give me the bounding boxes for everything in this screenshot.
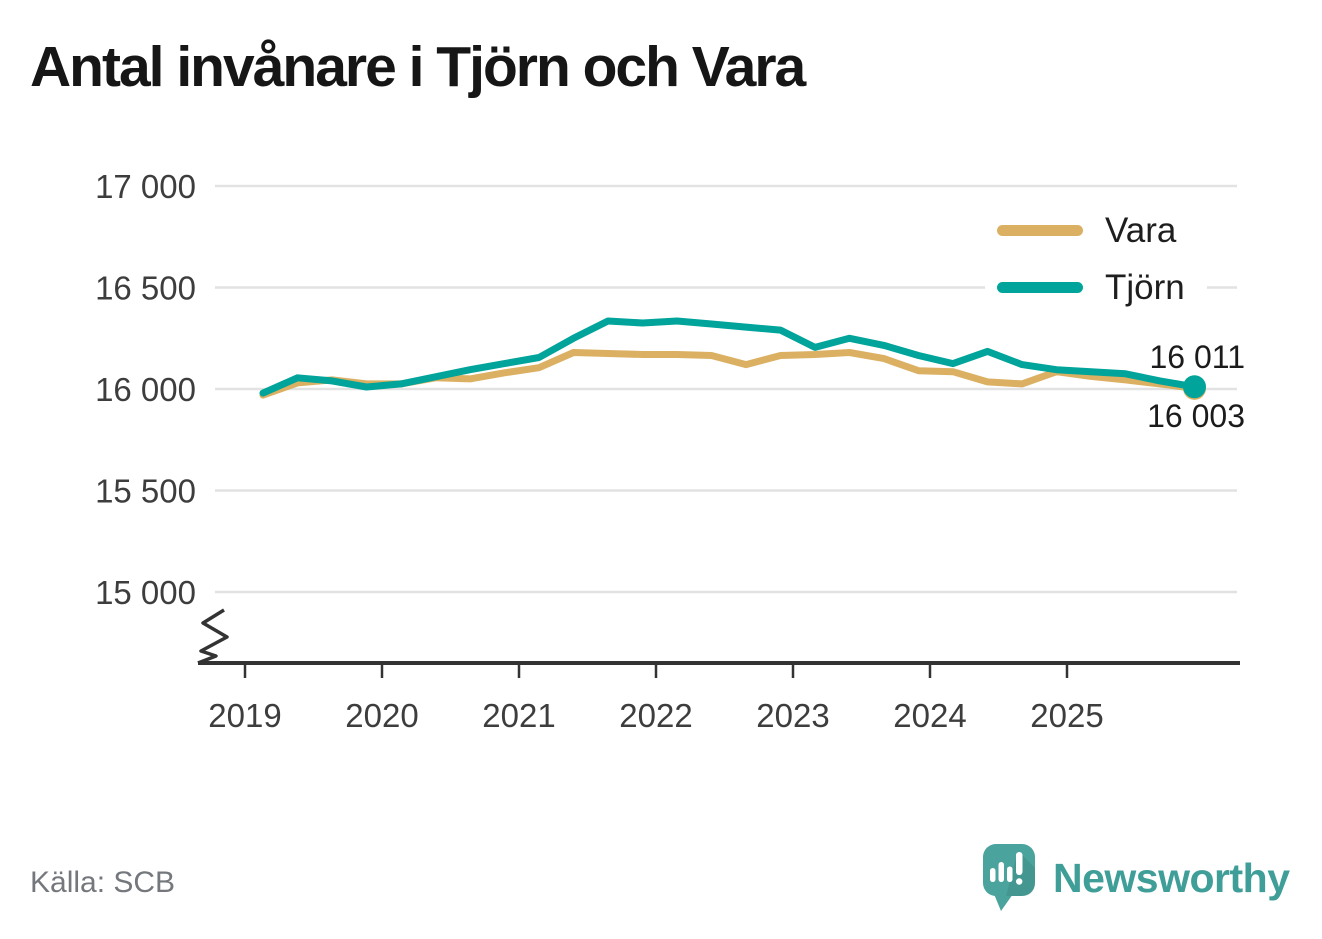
y-axis-tick-label: 15 000 [95, 574, 196, 611]
legend-item-vara: Vara [985, 207, 1207, 253]
chart-title: Antal invånare i Tjörn och Vara [30, 35, 806, 99]
legend-item-tjorn: Tjörn [985, 264, 1207, 310]
y-axis-tick-label: 16 000 [95, 371, 196, 408]
x-axis-tick-label: 2024 [893, 697, 966, 734]
legend-label-tjorn: Tjörn [1105, 267, 1185, 307]
series-line-tjrn [259, 317, 1198, 397]
y-axis-tick-label: 16 500 [95, 270, 196, 307]
x-axis-tick-label: 2022 [619, 697, 692, 734]
y-axis-tick-label: 17 000 [95, 168, 196, 205]
newsworthy-logo-text: Newsworthy [1053, 854, 1290, 901]
newsworthy-logo: Newsworthy [982, 843, 1290, 913]
end-dot-tjrn [1183, 375, 1206, 399]
y-axis-tick-label: 15 500 [95, 473, 196, 510]
legend-swatch-vara [997, 224, 1083, 236]
x-axis-tick-label: 2023 [756, 697, 829, 734]
source-text: Källa: SCB [30, 866, 176, 899]
end-value-label-vara: 16 003 [1147, 398, 1245, 434]
legend: Vara Tjörn [985, 207, 1207, 310]
y-axis-break-icon [197, 608, 229, 665]
x-axis-tick-label: 2021 [482, 697, 555, 734]
newsworthy-logo-icon [983, 844, 1035, 911]
x-axis-tick-label: 2020 [345, 697, 418, 734]
legend-swatch-tjorn [997, 281, 1083, 293]
x-axis-tick-label: 2019 [208, 697, 281, 734]
x-axis-tick-label: 2025 [1030, 697, 1103, 734]
end-value-label-tjorn: 16 011 [1149, 339, 1246, 375]
legend-label-vara: Vara [1105, 210, 1177, 250]
